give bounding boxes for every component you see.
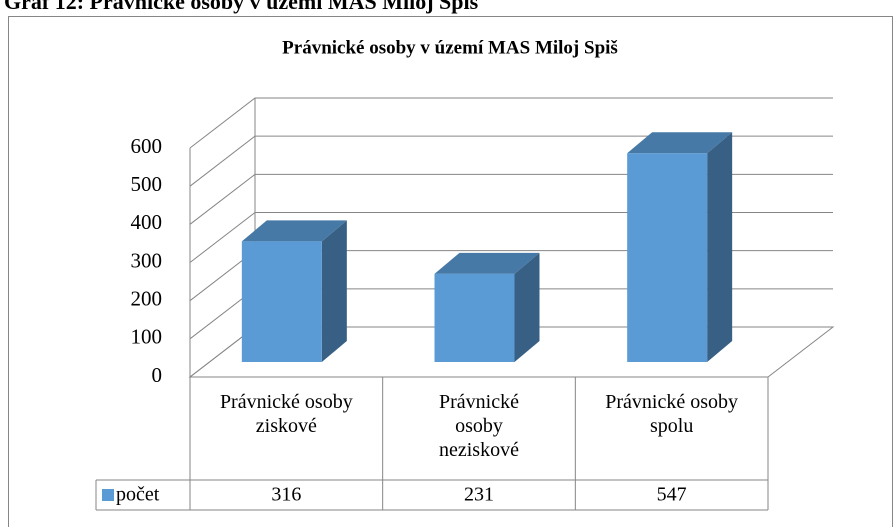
legend-label: počet xyxy=(116,484,160,506)
bar xyxy=(627,153,708,362)
bar-top xyxy=(434,252,540,274)
table-value: 231 xyxy=(464,484,494,506)
y-tick-label: 400 xyxy=(131,210,163,234)
y-tick-label: 0 xyxy=(152,363,163,387)
y-tick-label: 300 xyxy=(131,248,163,272)
y-tick-label: 100 xyxy=(131,325,163,349)
grid-line xyxy=(189,135,833,187)
bar-side xyxy=(514,252,540,362)
bar-top xyxy=(241,220,347,242)
figure-heading: Graf 12: Právnické osoby v území MAS Mil… xyxy=(4,0,479,14)
y-tick-label: 600 xyxy=(131,134,163,158)
table-value: 547 xyxy=(657,484,687,506)
bar-top xyxy=(627,132,733,154)
grid-line xyxy=(189,173,833,225)
chart-frame xyxy=(8,16,893,527)
x-tick-label: Právnické osoby ziskové xyxy=(219,391,353,437)
x-tick-label: Právnické osoby spolu xyxy=(605,391,739,437)
bar xyxy=(241,241,322,362)
chart-title: Právnické osoby v území MAS Miloj Spiš xyxy=(282,37,618,58)
table-value: 316 xyxy=(271,484,301,506)
bar-side xyxy=(707,132,733,362)
legend-key xyxy=(102,489,114,501)
y-tick-label: 500 xyxy=(131,172,163,196)
y-tick-label: 200 xyxy=(131,286,163,310)
grid-line xyxy=(189,97,833,149)
bar xyxy=(434,273,515,362)
x-tick-label: Právnické osoby neziskové xyxy=(439,391,519,461)
bar-side xyxy=(321,220,347,362)
